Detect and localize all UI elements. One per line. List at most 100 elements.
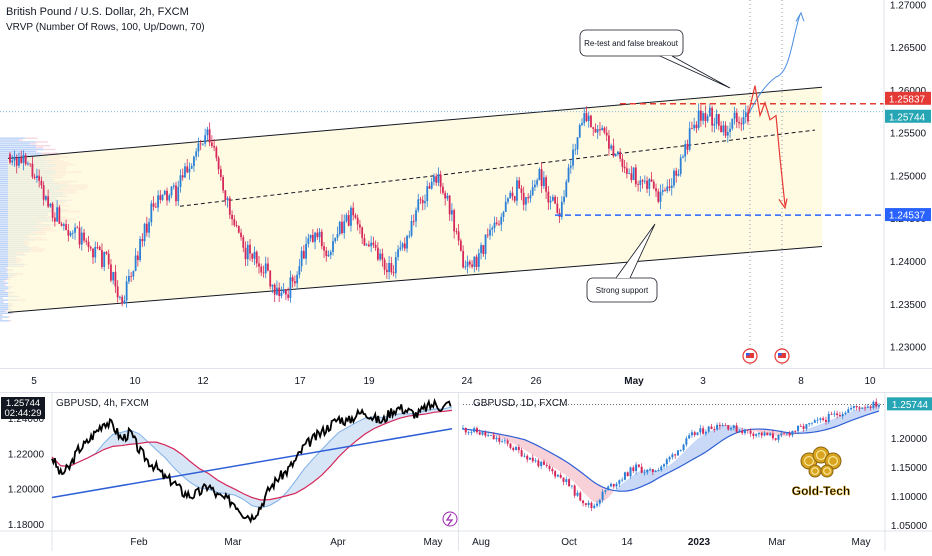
volume-profile-bar xyxy=(30,143,37,144)
candle xyxy=(552,197,554,201)
retest-callout-label: Re-test and false breakout xyxy=(584,39,679,48)
sub-right-candle xyxy=(621,480,623,481)
candle xyxy=(260,267,262,273)
sub-right-candle xyxy=(512,448,514,450)
sub-right-candle xyxy=(473,428,475,432)
candle xyxy=(307,238,309,244)
sub-right-candle xyxy=(705,432,707,434)
candle xyxy=(132,271,134,276)
candle xyxy=(671,186,673,188)
candle xyxy=(332,241,334,252)
candle xyxy=(301,251,303,266)
candle xyxy=(222,177,224,190)
sub-right-candle xyxy=(518,447,520,450)
sub-right-candle xyxy=(468,432,470,433)
candle xyxy=(417,199,419,210)
sub-right-ma-ribbon xyxy=(633,473,636,490)
candle xyxy=(18,157,20,165)
candle xyxy=(352,208,354,216)
sub-right-ma-ribbon xyxy=(700,435,703,455)
candle xyxy=(390,263,392,272)
sub-right-candle xyxy=(554,471,556,476)
sub-right-candle xyxy=(588,503,590,505)
sub-right-candle xyxy=(750,431,752,434)
candle xyxy=(485,235,487,254)
candle xyxy=(38,176,40,181)
volume-profile-bar xyxy=(0,294,8,295)
candle xyxy=(689,128,691,149)
candle xyxy=(175,186,177,202)
volume-profile-bar xyxy=(36,147,43,148)
sub-right-candle xyxy=(482,432,484,435)
sub-right-candle xyxy=(747,429,749,430)
candle xyxy=(397,249,399,257)
sub-right-candle xyxy=(537,460,539,466)
candle xyxy=(698,111,700,129)
sub-right-candle xyxy=(507,440,509,443)
sub-right-candle xyxy=(713,429,715,430)
candle xyxy=(119,297,121,298)
volume-profile-bar xyxy=(5,311,7,312)
candle xyxy=(630,173,632,180)
candle xyxy=(256,252,258,264)
candle xyxy=(487,235,489,236)
sub-left-date-tick: Feb xyxy=(130,537,148,548)
candle xyxy=(489,230,491,236)
candle xyxy=(128,276,130,281)
candle xyxy=(619,152,621,159)
sub-right-ma-ribbon xyxy=(527,441,530,453)
volume-profile-bar xyxy=(0,307,9,308)
candle xyxy=(738,122,740,123)
sub-right-ma-ribbon xyxy=(619,484,622,491)
candle xyxy=(521,188,523,192)
candle xyxy=(462,251,464,267)
price-tick-label: 1.27000 xyxy=(890,0,927,11)
sub-chart-left-canvas[interactable]: 1.240001.220001.200001.180001.2574402:44… xyxy=(0,393,458,551)
current-price-tag-label: 1.25744 xyxy=(889,112,926,123)
candle xyxy=(292,277,294,281)
candle xyxy=(269,271,271,287)
candle xyxy=(85,241,87,242)
sub-right-candle xyxy=(708,427,710,432)
sub-right-candle xyxy=(875,402,877,407)
candle xyxy=(103,252,105,267)
sub-right-ma-ribbon xyxy=(516,438,519,447)
candle xyxy=(642,180,644,181)
sub-right-date-tick: 2023 xyxy=(688,537,711,548)
sub-right-candle xyxy=(783,433,785,434)
volume-profile-bar xyxy=(11,313,13,314)
sub-right-ma-ribbon xyxy=(703,433,706,453)
sub-right-date-tick: Aug xyxy=(472,537,490,548)
candle xyxy=(359,224,361,227)
candle xyxy=(451,210,453,214)
candle xyxy=(577,137,579,149)
candle xyxy=(274,285,276,295)
candle xyxy=(680,158,682,174)
sub-right-candle xyxy=(546,465,548,466)
candle xyxy=(92,249,94,258)
sub-right-candle xyxy=(479,432,481,434)
candle xyxy=(440,175,442,187)
sub-right-date-tick: Mar xyxy=(768,537,786,548)
sub-right-ma-ribbon xyxy=(572,465,575,482)
candle xyxy=(442,187,444,193)
sub-right-candle xyxy=(794,431,796,432)
candle xyxy=(209,129,211,142)
sub-left-price-tick: 1.20000 xyxy=(8,485,45,496)
sub-right-candle xyxy=(738,431,740,432)
sub-right-candle xyxy=(777,435,779,440)
channel-fill xyxy=(8,87,822,312)
candle xyxy=(115,272,117,287)
sub-right-candle xyxy=(791,431,793,435)
sub-right-candle xyxy=(817,420,819,421)
candle xyxy=(704,113,706,121)
candle xyxy=(653,182,655,189)
gold-tech-logo: Gold-Tech xyxy=(792,447,850,498)
candle xyxy=(740,123,742,124)
candle xyxy=(137,256,139,260)
